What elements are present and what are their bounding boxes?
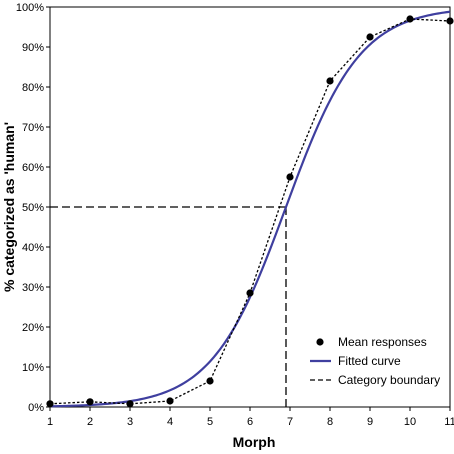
y-tick-label: 60% [22, 162, 44, 174]
x-tick-label: 3 [127, 416, 133, 428]
x-tick-label: 9 [367, 416, 373, 428]
y-tick-label: 50% [22, 202, 44, 214]
y-axis-title: % categorized as 'human' [1, 122, 17, 292]
mean-response-point [86, 398, 94, 406]
mean-response-point [126, 400, 134, 408]
legend-label-category-boundary: Category boundary [338, 373, 440, 387]
mean-response-point [446, 17, 454, 25]
mean-response-point [326, 77, 334, 85]
y-tick-label: 10% [22, 362, 44, 374]
y-tick-label: 80% [22, 82, 44, 94]
x-tick-label: 1 [47, 416, 53, 428]
legend-label-mean-responses: Mean responses [338, 335, 427, 349]
y-tick-label: 100% [16, 2, 44, 14]
y-tick-label: 20% [22, 322, 44, 334]
x-tick-label: 6 [247, 416, 253, 428]
x-axis-title: Morph [233, 434, 276, 450]
mean-response-point [246, 289, 254, 297]
axes: 0% 10% 20% 30% 40% 50% 60% 70% 80% 90% 100% 1 2 3 4 5 6 7… [16, 2, 454, 428]
legend-marker-mean-responses [316, 338, 324, 346]
mean-response-point [46, 400, 54, 408]
mean-response-point [286, 173, 294, 181]
y-tick-label: 30% [22, 282, 44, 294]
y-tick-label: 40% [22, 242, 44, 254]
y-tick-label: 70% [22, 122, 44, 134]
x-tick-label: 2 [87, 416, 93, 428]
mean-response-point [166, 397, 174, 405]
y-tick-label: 0% [28, 402, 44, 414]
mean-response-point [406, 15, 414, 23]
x-tick-label: 8 [327, 416, 333, 428]
x-tick-label: 10 [404, 416, 416, 428]
y-tick-label: 90% [22, 42, 44, 54]
fitted-curve [49, 10, 451, 408]
mean-response-point [366, 33, 374, 41]
x-tick-label: 7 [287, 416, 293, 428]
legend-label-fitted-curve: Fitted curve [338, 354, 401, 368]
plot-area [46, 10, 454, 408]
legend: Mean responses Fitted curve Category bou… [310, 335, 440, 387]
x-tick-label: 4 [167, 416, 173, 428]
x-tick-label: 5 [207, 416, 213, 428]
x-tick-label: 11 [444, 416, 454, 428]
mean-response-point [206, 377, 214, 385]
